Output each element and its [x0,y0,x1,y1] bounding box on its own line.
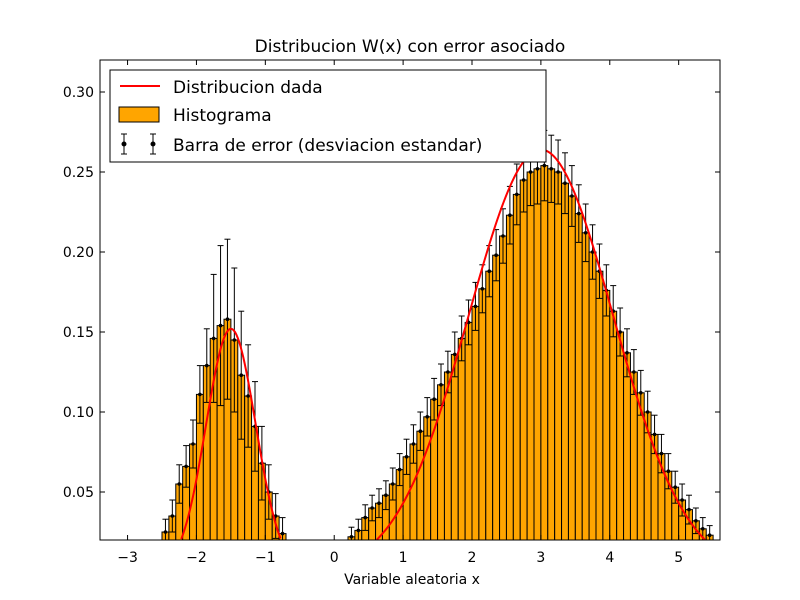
error-bar [451,331,458,378]
error-bar [431,377,438,421]
histogram-bar [533,168,542,541]
legend-label-curve: Distribucion dada [173,78,323,98]
error-bar [500,208,506,264]
histogram-bar [526,171,535,541]
error-bar [376,488,382,519]
x-tick-label: 3 [536,550,545,566]
y-tick-label: 0.20 [63,245,94,261]
error-bar [582,203,589,263]
error-bar [183,445,190,488]
x-axis-label: Variable aleatoria x [344,572,480,588]
distribution-curve [180,327,282,540]
x-tick-label: 2 [468,550,477,566]
error-bar [196,365,203,424]
histogram-bar [567,195,576,541]
error-bar [562,152,568,215]
error-bar [348,526,355,540]
histogram-bar [540,165,549,541]
y-tick-label: 0.25 [63,165,94,181]
error-bar [382,480,389,511]
histogram-bar [581,232,590,541]
legend-label-errorbar: Barra de error (desviacion estandar) [173,136,482,156]
error-bar [389,467,396,501]
error-bar [424,397,431,437]
histogram-bar [457,337,466,541]
error-bar [589,224,596,280]
error-bar [245,344,252,448]
y-tick-label: 0.05 [63,485,94,501]
legend-patch-swatch [118,106,160,123]
histogram-bar [561,182,569,541]
histogram-bar [478,288,487,541]
histogram-bar [595,270,604,541]
legend-box [109,69,547,163]
histogram-bar [485,270,494,541]
histogram-bar [602,289,611,541]
legend-errorbar-swatch [121,133,156,155]
error-bar [238,310,245,440]
histogram-bar [554,171,563,541]
histogram-bar [588,251,597,541]
error-bar [568,165,575,227]
error-bar [369,494,376,522]
error-bar [555,139,562,205]
x-tick-label: −2 [186,550,207,566]
error-bar [493,229,500,282]
legend-label-histogram: Histograma [173,106,272,126]
error-bar [272,493,279,539]
error-bar [575,184,582,243]
histogram-bar [505,214,514,541]
error-bar [169,499,176,533]
error-bar [279,517,286,540]
x-tick-label: 0 [330,550,339,566]
error-bar [396,453,403,487]
y-tick-label: 0.30 [63,85,94,101]
histogram-bar [464,321,473,541]
error-bar [162,518,169,540]
x-tick-label: 4 [605,550,614,566]
histogram-bar [623,352,631,541]
error-bar [231,267,238,413]
error-bar [203,328,210,403]
error-bar [624,328,630,378]
error-bar [403,438,410,475]
error-bar [217,245,224,407]
histogram-bar [519,179,528,541]
histogram-bar [492,254,501,541]
error-bar [410,424,417,464]
histogram-bar [471,305,480,541]
legend: Distribucion dada Histograma Barra de er… [109,69,547,163]
x-tick-label: −3 [117,550,138,566]
histogram-bar [547,168,556,541]
error-bar [355,518,362,540]
plot-frame [99,59,721,541]
error-bar [417,411,424,451]
error-bar [506,185,513,245]
error-bar [548,134,555,203]
histogram-bar [512,193,521,541]
histogram-bar [609,310,618,541]
x-tick-label: 1 [399,550,408,566]
histogram-bar [450,353,459,541]
error-bar [617,307,624,357]
x-tick-label: −1 [255,550,276,566]
histogram-bar [499,235,507,541]
error-bar [224,238,231,400]
axis-ticks: −3 −2 −1 0 1 2 3 4 5 0.05 0.10 0.15 0.20 0.25 0.30 [63,60,720,566]
error-bar [706,525,713,540]
histogram-bar [574,213,583,541]
histogram-bar [616,331,625,541]
error-bar [362,504,369,531]
y-tick-label: 0.10 [63,405,94,421]
error-bar [190,419,196,469]
x-tick-label: 5 [674,550,683,566]
y-tick-label: 0.15 [63,325,94,341]
chart-title: Distribucion W(x) con error asociado [255,37,566,57]
error-bar [176,464,183,504]
